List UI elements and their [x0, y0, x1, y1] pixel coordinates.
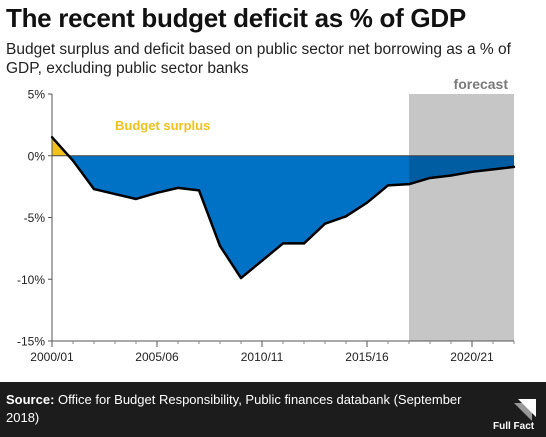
data-point [155, 191, 159, 194]
data-point [323, 222, 327, 225]
y-tick-label: -5% [24, 211, 46, 225]
chart: forecast 5% 0% -5% -10% -15%2000/01 2005/06 20… [17, 76, 516, 364]
data-point [92, 187, 96, 191]
source-label: Source: [6, 392, 55, 407]
x-tick-label: 2015/16 [345, 350, 389, 364]
data-point [50, 136, 54, 139]
data-point [113, 192, 117, 196]
data-point [491, 168, 495, 171]
data-point [260, 259, 264, 262]
data-point [470, 170, 474, 174]
x-tick-label: 2010/11 [241, 350, 284, 364]
y-tick-label: 0% [28, 149, 46, 163]
y-tick-label: -10% [17, 273, 45, 287]
data-point [239, 276, 243, 280]
deficit-annotation: Budget deficit [115, 239, 202, 254]
chart-title: The recent budget deficit as % of GDP [6, 3, 466, 33]
data-point [218, 244, 222, 248]
footer: Source: Office for Budget Responsibility… [0, 382, 546, 437]
data-point [176, 186, 180, 190]
source-text: Office for Budget Responsibility, Public… [6, 392, 462, 425]
svg-text:Full Fact: Full Fact [493, 421, 535, 431]
data-point [386, 184, 390, 187]
data-point [302, 242, 306, 245]
data-point [512, 165, 516, 169]
data-point [71, 159, 75, 162]
forecast-band [409, 94, 514, 341]
deficit-area [68, 155, 514, 279]
data-point [428, 176, 432, 180]
data-point [407, 182, 411, 186]
data-point [449, 174, 453, 177]
y-tick-label: 5% [28, 88, 46, 102]
data-point [281, 242, 285, 245]
forecast-label: forecast [454, 76, 509, 92]
y-tick-label: -15% [17, 335, 45, 349]
chart-subtitle: Budget surplus and deficit based on publ… [6, 41, 511, 77]
source-note: Source: Office for Budget Responsibility… [6, 391, 466, 427]
x-tick-label: 2005/06 [135, 350, 179, 364]
x-tick-label: 2000/01 [30, 350, 74, 364]
surplus-annotation: Budget surplus [115, 118, 210, 133]
data-point [344, 215, 348, 218]
data-point [197, 189, 201, 192]
data-point [365, 201, 369, 204]
full-fact-logo-icon: Full Fact [493, 399, 536, 431]
x-tick-label: 2020/21 [450, 350, 494, 364]
data-point [134, 197, 138, 201]
